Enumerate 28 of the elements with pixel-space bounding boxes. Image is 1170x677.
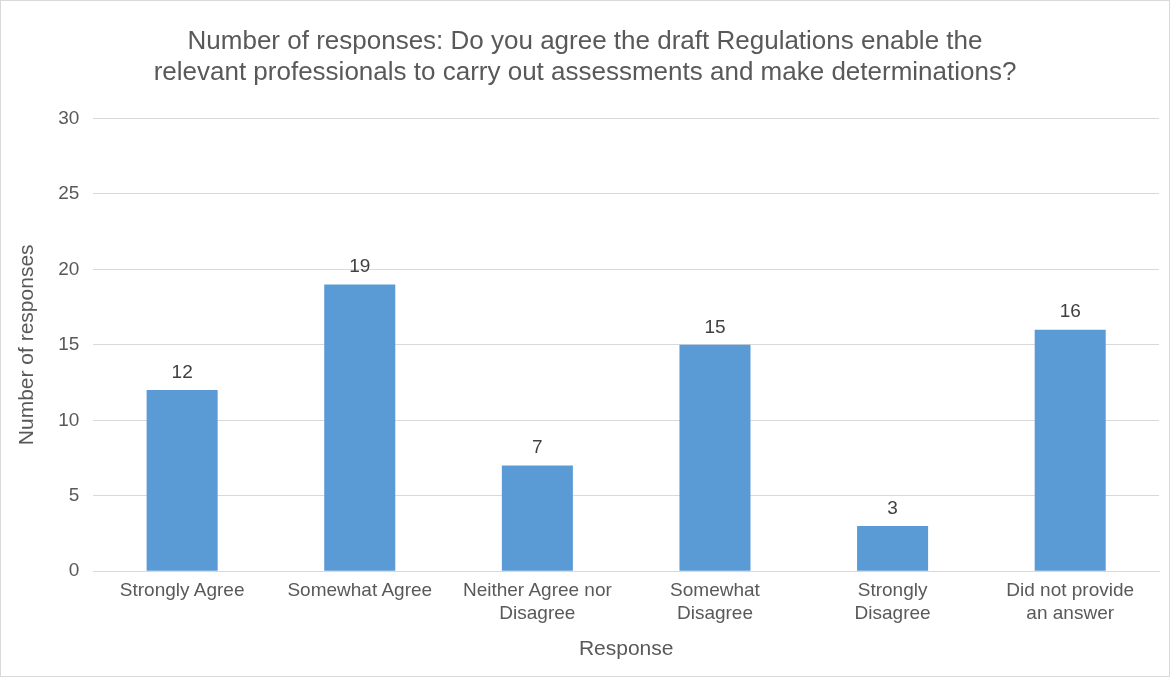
x-tick-label: Strongly Agree xyxy=(119,578,245,600)
chart-title: Number of responses: Do you agree the draft Regulations enable the relevant professionals to carry out assessments and make determinations? xyxy=(153,24,1017,86)
data-label: 7 xyxy=(532,436,543,458)
bar xyxy=(146,390,218,571)
x-tick-label: Did not provide an answer xyxy=(1006,578,1135,623)
data-label: 19 xyxy=(349,255,371,277)
data-label: 3 xyxy=(887,496,898,518)
y-tick-label: 25 xyxy=(58,182,80,204)
x-tick-label: Somewhat Agree xyxy=(287,578,433,600)
bar xyxy=(324,284,396,571)
data-label: 15 xyxy=(704,315,726,337)
y-tick-label: 30 xyxy=(58,106,80,128)
y-tick-label: 0 xyxy=(68,559,80,581)
x-tick-label: Strongly Disagree xyxy=(854,578,931,623)
y-axis-title: Number of responses xyxy=(14,244,38,446)
x-tick-label: Somewhat Disagree xyxy=(670,578,761,623)
x-axis-title: Response xyxy=(578,636,674,660)
y-tick-label: 15 xyxy=(58,333,80,355)
x-tick-label: Neither Agree nor Disagree xyxy=(462,578,613,623)
bar xyxy=(501,465,573,571)
bar xyxy=(679,344,751,571)
data-label: 16 xyxy=(1059,300,1081,322)
bar xyxy=(1034,329,1106,571)
bar xyxy=(857,525,929,571)
y-tick-label: 5 xyxy=(68,483,80,505)
y-tick-label: 20 xyxy=(58,257,80,279)
data-label: 12 xyxy=(171,360,193,382)
y-tick-label: 10 xyxy=(58,408,80,430)
